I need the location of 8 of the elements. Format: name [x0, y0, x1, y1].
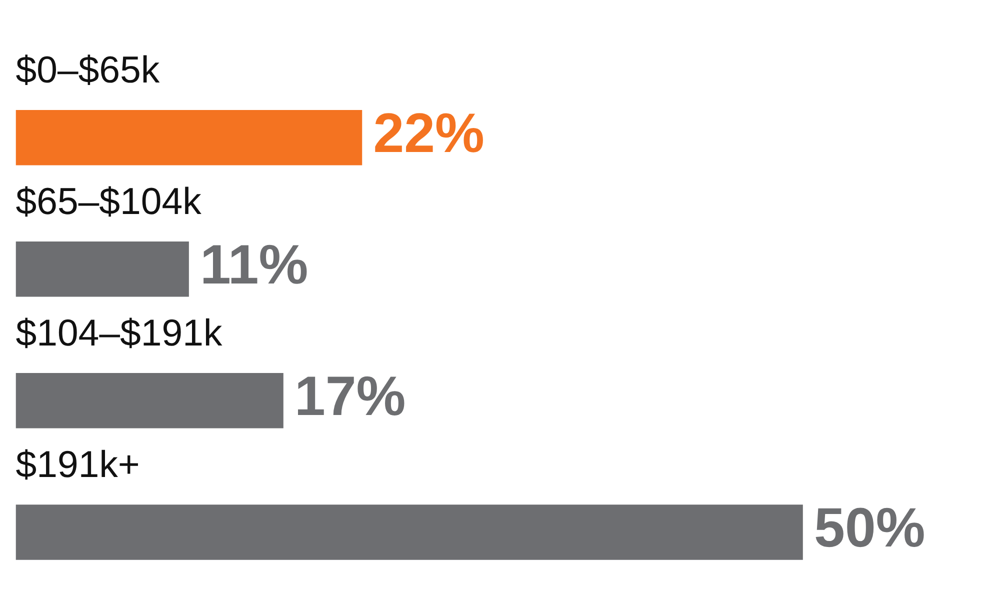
data-label: 17%	[298, 376, 404, 416]
data-label: 50%	[816, 508, 924, 548]
y-tick-label: $0–$65k	[16, 54, 160, 86]
y-tick-label: $104–$191k	[16, 318, 222, 348]
data-label: 22%	[375, 113, 483, 152]
y-tick-label: $65–$104k	[16, 186, 202, 217]
data-label: 11%	[204, 244, 307, 284]
y-tick-label: $191k+	[16, 449, 138, 480]
